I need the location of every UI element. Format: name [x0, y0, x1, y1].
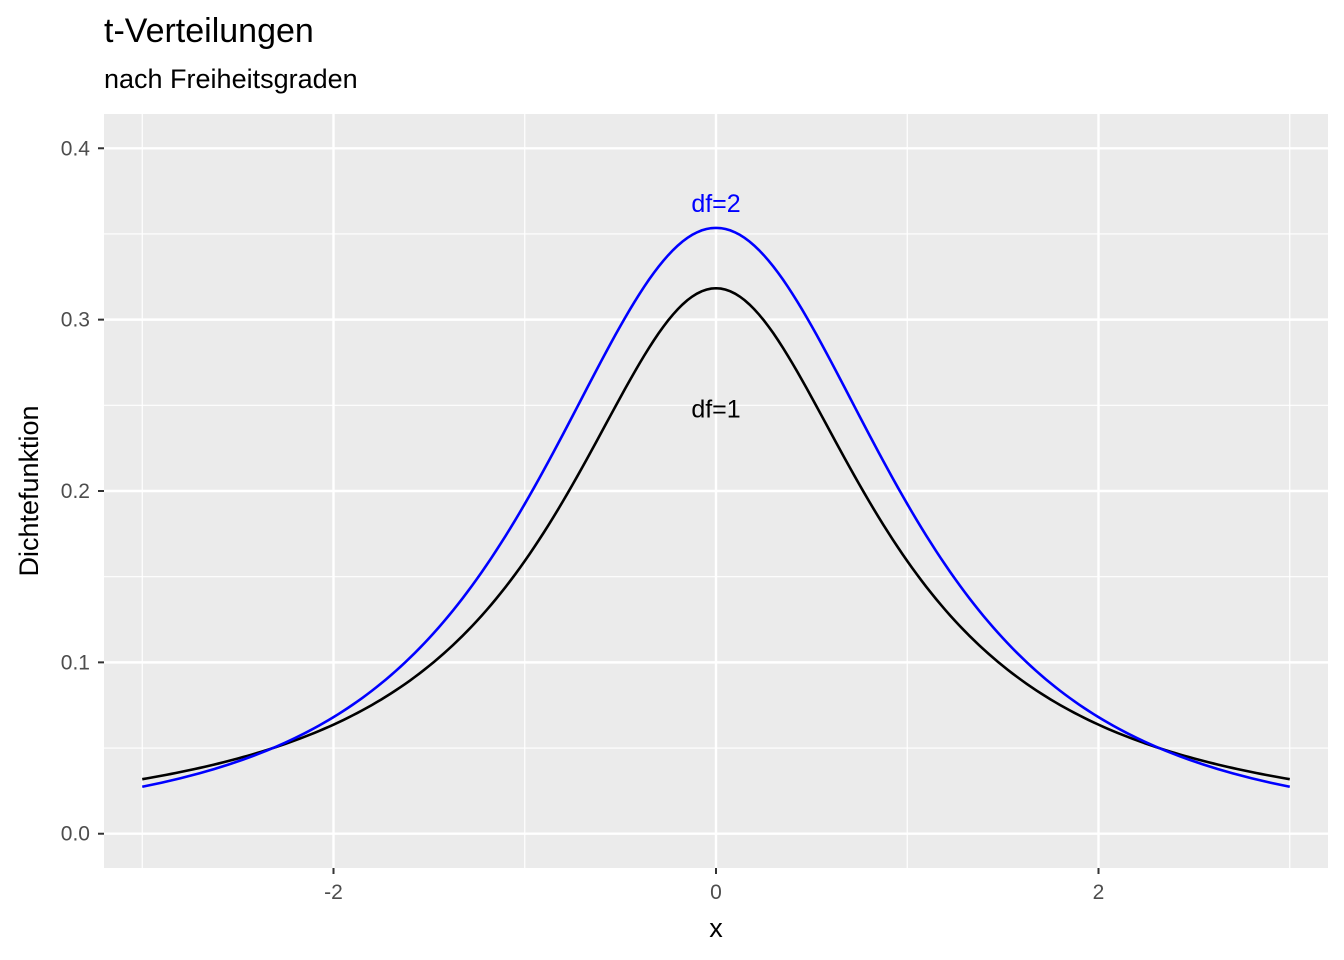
- y-axis: 0.0 0.1 0.2 0.3 0.4: [61, 137, 104, 846]
- grid-major: [104, 114, 1328, 868]
- y-tick-label: 0.0: [61, 823, 90, 846]
- y-tick-label: 0.2: [61, 480, 90, 503]
- chart-subtitle: nach Freiheitsgraden: [104, 64, 358, 94]
- x-tick-label: -2: [324, 881, 343, 904]
- y-tick-label: 0.4: [61, 137, 91, 160]
- chart-title: t-Verteilungen: [104, 12, 314, 50]
- annotation-layer: df=2 df=1: [691, 190, 740, 424]
- series-layer: [141, 226, 1291, 789]
- curve-annotation: df=2: [691, 190, 740, 218]
- x-tick-label: 2: [1093, 881, 1105, 904]
- y-tick-label: 0.3: [61, 309, 90, 332]
- series-line-df2: [141, 226, 1291, 789]
- x-tick-label: 0: [710, 881, 722, 904]
- x-axis-title: x: [709, 913, 723, 943]
- curve-annotation: df=1: [691, 396, 740, 424]
- series-line-df1: [142, 286, 1290, 781]
- y-axis-title: Dichtefunktion: [14, 405, 44, 576]
- y-tick-label: 0.1: [61, 651, 90, 674]
- x-axis: -2 0 2: [324, 868, 1104, 904]
